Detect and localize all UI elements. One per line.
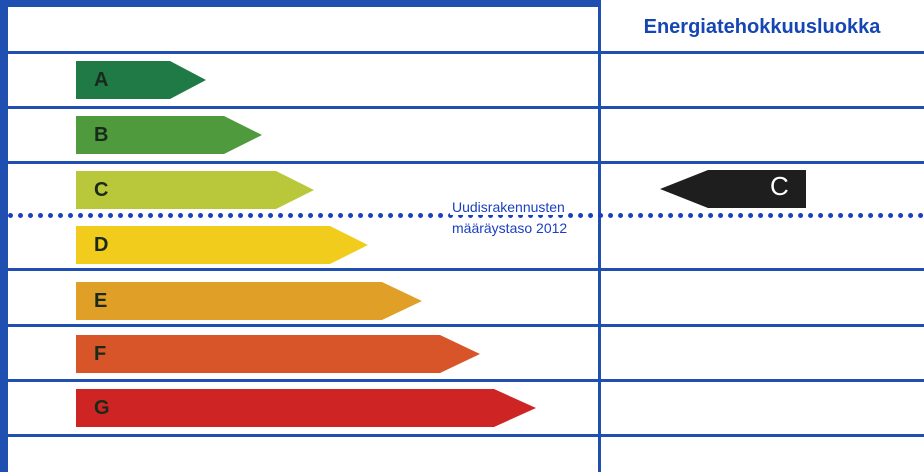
grid-line	[8, 106, 924, 109]
class-label: C	[94, 179, 109, 201]
reference-label-line1: Uudisrakennusten	[450, 199, 567, 215]
left-border	[0, 0, 8, 472]
class-label: A	[94, 69, 109, 91]
column-title: Energiatehokkuusluokka	[643, 16, 881, 38]
class-band-a: A	[76, 61, 208, 99]
grid-line	[8, 51, 924, 54]
class-label: D	[94, 234, 109, 256]
grid-line	[8, 161, 924, 164]
class-band-f: F	[76, 335, 482, 373]
class-band-c: C	[76, 171, 316, 209]
band-arrow	[76, 335, 480, 373]
class-label: E	[94, 290, 108, 312]
rating-indicator: C	[660, 170, 808, 213]
class-band-d: D	[76, 226, 370, 264]
reference-level-line	[8, 213, 924, 218]
class-label: F	[94, 343, 107, 365]
class-band-b: B	[76, 116, 264, 154]
grid-line	[8, 324, 924, 327]
indicator-arrow	[660, 170, 806, 208]
grid-line	[8, 434, 924, 437]
band-arrow	[76, 171, 314, 209]
column-divider	[598, 0, 601, 472]
class-label: G	[94, 397, 110, 419]
band-arrow	[76, 282, 422, 320]
band-arrow	[76, 389, 536, 427]
band-arrow	[76, 226, 368, 264]
grid-line	[8, 268, 924, 271]
class-band-g: G	[76, 389, 538, 427]
reference-label-line2: määräystaso 2012	[450, 220, 570, 236]
top-border	[0, 0, 600, 7]
rating-label: C	[770, 171, 789, 201]
class-band-e: E	[76, 282, 424, 320]
band-arrow	[76, 116, 262, 154]
class-label: B	[94, 124, 109, 146]
grid-line	[8, 379, 924, 382]
band-arrow	[76, 61, 206, 99]
